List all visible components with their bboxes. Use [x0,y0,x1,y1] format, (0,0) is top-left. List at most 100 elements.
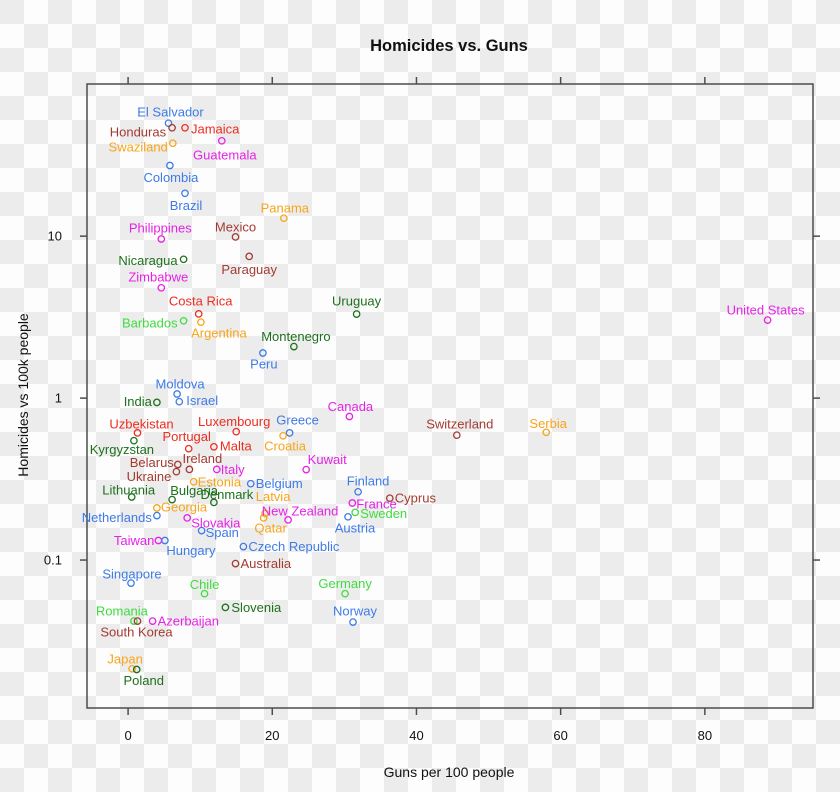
country-label: Norway [333,604,378,619]
data-point [157,283,166,292]
data-point [127,493,136,501]
plot-frame [86,83,814,709]
data-point [153,398,161,407]
data-point [200,589,209,598]
data-point [259,349,267,357]
data-points [127,119,772,674]
country-label: Switzerland [426,417,493,432]
data-point [232,427,241,436]
country-label: Costa Rica [169,293,233,308]
data-point [349,618,357,626]
country-label: France [356,497,396,512]
x-tick-label: 0 [124,728,131,743]
country-label: Bulgaria [170,483,218,498]
data-point [197,526,206,535]
data-point [279,214,288,223]
x-axis-title: Guns per 100 people [384,764,515,780]
data-point [344,512,352,521]
data-point [285,429,294,437]
data-point [246,479,255,488]
data-point [290,342,298,351]
data-point [185,465,194,474]
country-label: Slovakia [191,515,241,530]
country-label: Finland [347,473,390,488]
data-point [179,255,188,264]
country-label: Luxembourg [198,414,270,429]
data-point [354,487,362,496]
country-label: Uruguay [332,294,382,309]
country-label: Barbados [122,315,178,330]
country-label: Sweden [360,506,407,521]
data-point [164,119,173,128]
data-point [184,444,193,453]
country-label: Poland [123,673,163,688]
data-point [168,495,176,504]
country-label: Serbia [529,416,567,431]
data-point [127,579,135,587]
country-label: Japan [107,651,142,666]
country-label: Italy [221,462,245,477]
country-label: Honduras [110,124,167,139]
data-point [284,516,292,524]
data-point [239,542,248,551]
data-point [133,429,142,437]
country-label: Montenegro [261,329,330,344]
data-point [130,617,138,625]
data-point [148,617,157,625]
country-label: Paraguay [221,262,277,277]
country-label: Spain [206,525,239,540]
data-point [181,123,189,132]
data-point [210,442,218,451]
country-label: Azerbaijan [158,614,219,629]
data-point [175,397,184,406]
country-label: Ireland [183,451,223,466]
data-point [348,499,357,507]
data-point [231,559,240,568]
country-label: Belgium [256,476,303,491]
country-label: Taiwan [114,533,154,548]
country-label: Israel [186,393,218,408]
country-label: Kuwait [308,452,347,467]
country-label: Mexico [215,219,256,234]
data-point [261,509,269,518]
country-label: Estonia [198,474,242,489]
data-point [181,189,189,198]
axis-tick-labels: 0 20 40 60 80 0.1 1 10 [44,229,712,743]
data-point [168,123,176,132]
country-label: Lithuania [102,483,156,498]
country-labels: El Salvador Honduras Jamaica Swaziland Guate… [82,105,805,688]
data-point [763,316,772,324]
country-label: Swaziland [109,140,168,155]
country-label: Malta [220,438,253,453]
data-point [172,467,181,476]
data-point [217,136,226,145]
country-label: Qatar [254,520,287,535]
data-point [210,498,218,507]
data-point [231,233,240,241]
data-point [245,252,254,261]
country-label: Romania [96,604,149,619]
data-point [153,511,161,520]
data-point [212,465,221,474]
country-label: New Zealand [262,503,339,518]
data-point [157,235,166,243]
country-label: Georgia [161,499,208,514]
data-point [385,494,394,503]
country-label: Portugal [162,429,211,444]
country-label: Belarus [130,455,175,470]
data-point [128,664,136,673]
x-tick-label: 80 [698,728,712,743]
country-label: Panama [261,201,310,216]
chart-title: Homicides vs. Guns [370,37,528,55]
data-point [166,161,174,170]
country-label: Zimbabwe [128,269,188,284]
country-label: United States [727,303,806,318]
country-label: Czech Republic [248,539,340,554]
data-point [183,514,192,522]
country-label: Australia [241,556,292,571]
country-label: Nicaragua [118,253,178,268]
data-point [542,428,551,437]
country-label: Canada [328,399,374,414]
data-point [221,603,230,612]
data-point [133,617,142,625]
